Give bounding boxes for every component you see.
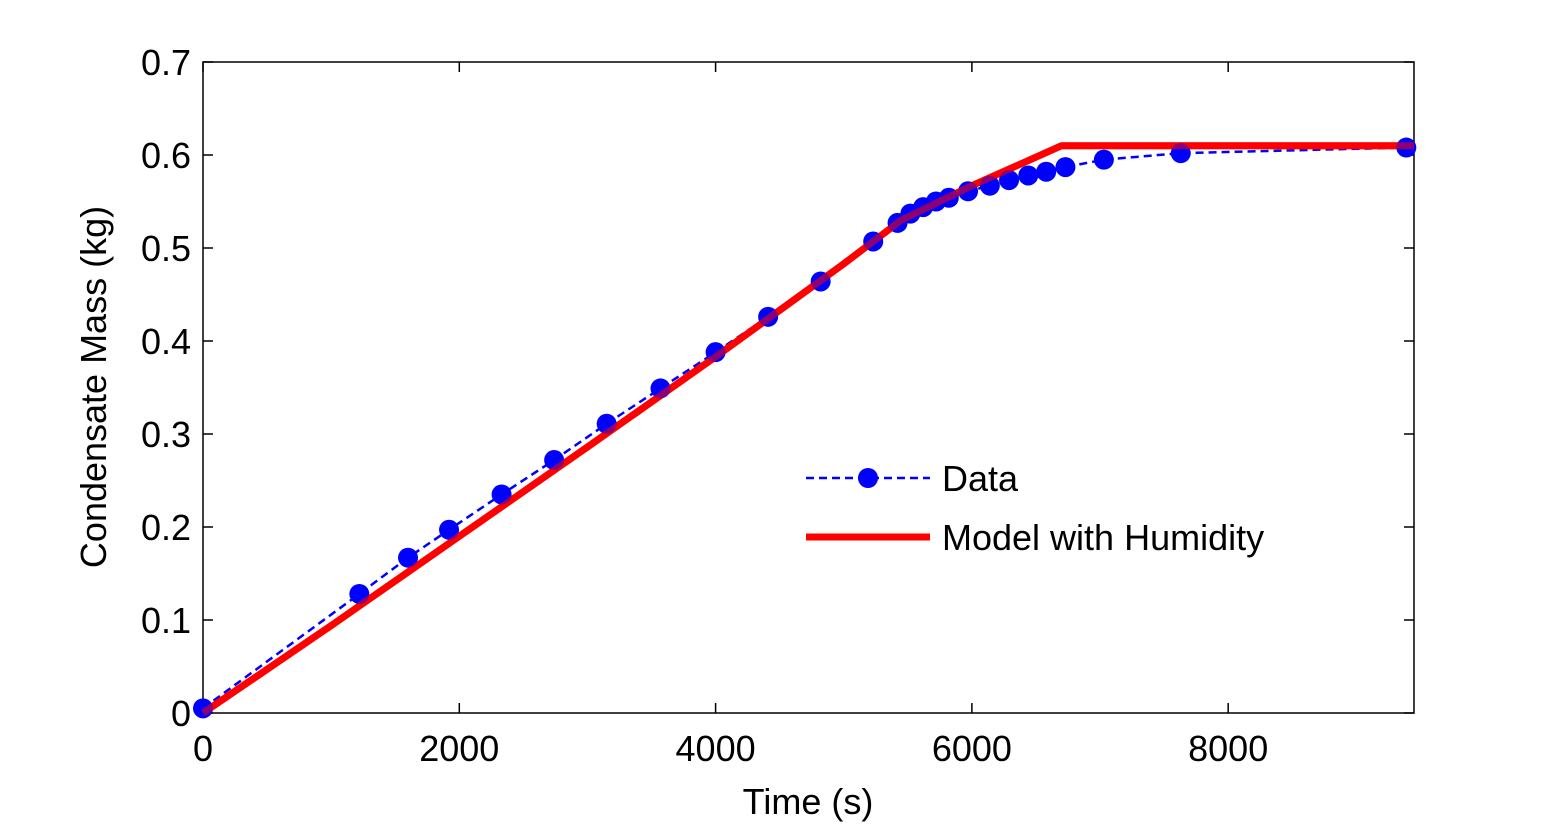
- y-tick-label: 0.4: [141, 321, 191, 362]
- x-tick-label: 2000: [419, 728, 499, 769]
- x-tick-label: 0: [193, 728, 213, 769]
- y-tick-label: 0.1: [141, 600, 191, 641]
- legend-marker-data: [858, 468, 878, 488]
- y-axis-ticks: 0 0.1 0.2 0.3 0.4 0.5 0.6 0.7: [141, 42, 1414, 734]
- legend-label-data: Data: [942, 458, 1019, 499]
- data-point: [1018, 165, 1039, 186]
- data-point: [1093, 149, 1114, 170]
- x-axis-label: Time (s): [743, 781, 874, 822]
- data-point: [398, 547, 419, 568]
- data-point: [1055, 157, 1076, 178]
- series-line-model-overlay: [201, 142, 1414, 716]
- data-point: [439, 519, 460, 540]
- x-axis-ticks: 0 2000 4000 6000 8000: [193, 62, 1268, 769]
- y-tick-label: 0.2: [141, 507, 191, 548]
- series-layer: [193, 137, 1417, 719]
- x-tick-label: 4000: [676, 728, 756, 769]
- plot-frame: [202, 61, 1415, 714]
- y-tick-label: 0.6: [141, 135, 191, 176]
- x-tick-label: 6000: [932, 728, 1012, 769]
- y-tick-label: 0.3: [141, 414, 191, 455]
- y-axis-label: Condensate Mass (kg): [73, 206, 114, 568]
- legend: Data Model with Humidity: [806, 458, 1264, 558]
- y-tick-label: 0.7: [141, 42, 191, 83]
- legend-label-model: Model with Humidity: [942, 517, 1264, 558]
- x-tick-label: 8000: [1188, 728, 1268, 769]
- plot-area: [202, 61, 1415, 714]
- y-tick-label: 0: [171, 693, 191, 734]
- y-tick-label: 0.5: [141, 228, 191, 269]
- data-point: [1036, 161, 1057, 182]
